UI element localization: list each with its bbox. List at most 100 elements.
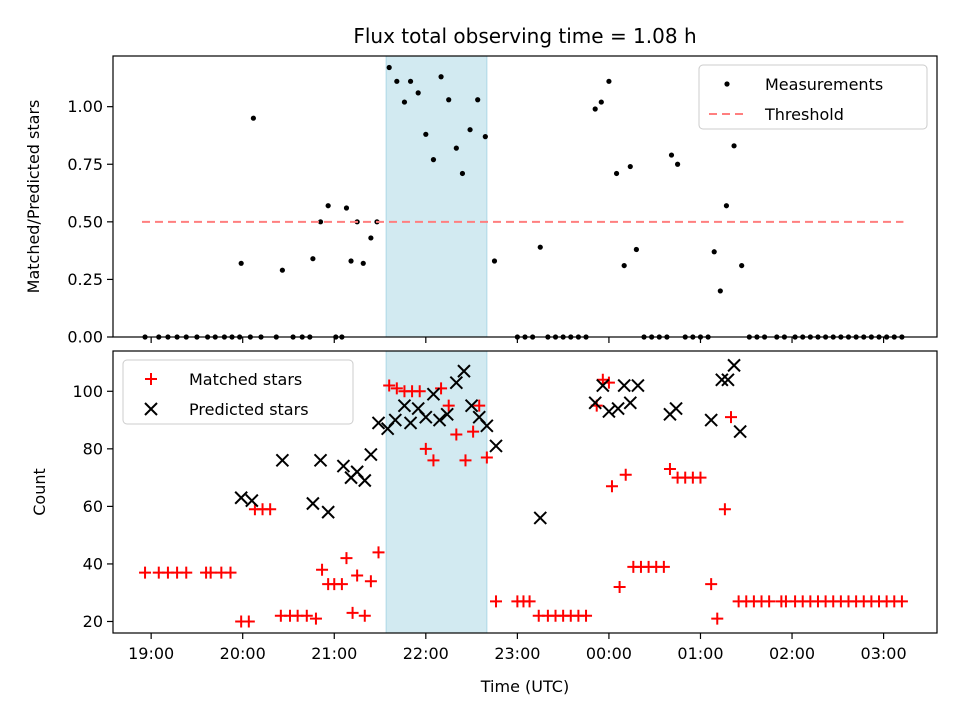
measurement-point [401,99,408,105]
predicted-star-point [306,496,320,511]
matched-star-point [242,615,255,628]
matched-star-point [300,609,313,622]
predicted-star-point [623,396,637,410]
predicted-star-point [371,416,386,430]
x-axis-label: Time (UTC) [480,677,569,696]
measurement-point [310,256,316,262]
predicted-star-point [721,373,735,387]
legend-label: Matched stars [189,370,302,389]
matched-star-point [309,612,322,625]
predicted-star-point [631,378,645,393]
matched-star-point [364,575,377,588]
predicted-star-point [336,459,351,473]
measurement-point [491,258,498,264]
matched-star-point [180,566,193,579]
predicted-star-point [611,401,625,416]
matched-star-point [372,546,385,559]
y-tick-label: 60 [83,497,103,516]
chart-title: Flux total observing time = 1.08 h [353,24,696,48]
measurement-point [368,235,374,241]
predicted-star-point [617,378,631,393]
measurement-point [717,288,723,294]
legend-box [122,359,354,425]
legend-box [698,64,928,130]
matched-star-point [705,578,718,591]
measurement-point [238,260,244,266]
predicted-star-point [596,378,610,393]
matched-star-point [442,399,455,412]
predicted-star-point [364,447,378,462]
x-tick-label: 00:00 [586,644,632,663]
measurement-point [386,64,392,71]
measurement-point [459,170,466,177]
legend-marker-predicted [144,402,158,416]
predicted-star-point [432,413,447,427]
legend-label: Measurements [765,75,883,94]
matched-star-point [480,451,493,464]
y-tick-label: 0.00 [67,328,103,347]
measurement-point [592,106,598,112]
measurement-point [430,157,437,163]
y-tick-label: 100 [72,382,103,401]
predicted-star-point [669,401,683,416]
measurement-point [482,134,488,140]
measurement-point [279,267,285,273]
measurement-point [731,143,737,149]
x-tick-label: 03:00 [861,644,907,663]
measurement-point [668,152,675,158]
y-tick-label: 0.25 [67,270,103,289]
x-tick-label: 01:00 [677,644,723,663]
measurement-point [360,260,366,266]
measurement-point [394,78,400,84]
matched-star-point [335,578,348,591]
measurement-point [711,249,717,255]
measurement-point [415,90,421,96]
predicted-star-point [480,419,494,433]
matched-star-point [204,566,217,579]
matched-star-point [694,471,707,484]
measurement-point [723,203,730,209]
measurement-point [467,127,473,133]
legend-marker-measurements [724,81,730,87]
x-tick-label: 21:00 [311,644,357,663]
x-tick-label: 19:00 [128,644,174,663]
y-tick-label: 0.75 [67,155,103,174]
measurement-point [317,219,324,225]
measurement-point [633,246,639,253]
measurement-point [627,163,633,170]
matched-star-point [711,612,724,625]
plot-frame [112,55,938,338]
x-tick-label: 20:00 [220,644,266,663]
measurement-point [475,97,481,103]
matched-star-point [490,595,503,608]
matched-star-point [419,442,432,455]
predicted-star-point [733,424,747,439]
predicted-star-point [321,505,335,519]
measurement-point [446,97,452,103]
measurement-point [613,170,620,177]
matched-star-point [473,399,486,412]
predicted-star-point [449,375,464,390]
predicted-star-point [313,453,328,468]
measurement-point [343,205,350,211]
matched-star-point [139,566,152,579]
predicted-star-point [358,473,372,488]
matched-star-point [427,454,440,467]
measurement-point [453,145,459,151]
predicted-star-point [245,493,259,508]
predicted-star-point [275,453,290,468]
predicted-star-point [489,439,503,453]
predicted-star-point [457,364,471,378]
measurement-point [438,74,444,80]
predicted-star-point [588,396,602,410]
matched-star-point [346,606,359,619]
measurement-point [348,258,354,264]
matched-star-point [358,609,371,622]
matched-star-point [459,454,472,467]
matched-star-point [605,480,618,493]
matched-star-point [523,595,536,608]
matched-star-point [390,382,403,395]
shaded-region [385,55,488,338]
measurement-point [674,161,681,167]
x-tick-label: 22:00 [403,644,449,663]
